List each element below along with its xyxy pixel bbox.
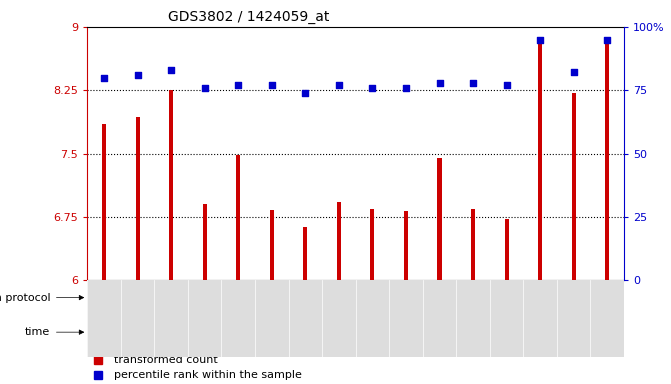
Bar	[389, 315, 490, 349]
Bar	[188, 315, 289, 349]
Text: percentile rank within the sample: percentile rank within the sample	[114, 370, 302, 381]
Bar	[102, 124, 106, 280]
Text: 8 days: 8 days	[320, 327, 358, 337]
Bar	[505, 220, 509, 280]
Bar	[523, 315, 624, 349]
Bar	[572, 93, 576, 280]
Point	[333, 82, 344, 88]
Bar	[490, 315, 523, 349]
Bar	[538, 40, 542, 280]
Bar	[437, 158, 442, 280]
Point	[501, 82, 512, 88]
Point	[233, 82, 244, 88]
Bar	[404, 211, 408, 280]
Text: transformed count: transformed count	[114, 355, 218, 365]
Point	[266, 82, 277, 88]
Point	[199, 84, 210, 91]
Point	[99, 74, 109, 81]
Bar	[236, 155, 240, 280]
Point	[401, 84, 411, 91]
Text: DMSO: DMSO	[286, 291, 325, 304]
Bar	[523, 280, 624, 315]
Point	[568, 70, 579, 76]
Text: control: control	[552, 291, 595, 304]
Text: 10 days: 10 days	[417, 327, 462, 337]
Text: 6 days: 6 days	[220, 327, 256, 337]
Text: n/a: n/a	[565, 327, 582, 337]
Point	[468, 79, 478, 86]
Point	[300, 90, 311, 96]
Bar	[605, 40, 609, 280]
Bar	[270, 210, 274, 280]
Bar	[203, 204, 207, 280]
Text: 12 days: 12 days	[484, 327, 529, 337]
Point	[434, 79, 445, 86]
Bar	[370, 209, 374, 280]
Bar	[87, 315, 188, 349]
Text: time: time	[25, 327, 50, 337]
Point	[166, 67, 176, 73]
Bar	[303, 227, 307, 280]
Text: growth protocol: growth protocol	[0, 293, 50, 303]
Bar	[337, 202, 341, 280]
Bar	[471, 209, 475, 280]
Text: GDS3802 / 1424059_at: GDS3802 / 1424059_at	[168, 10, 329, 25]
Bar	[169, 90, 173, 280]
Point	[535, 36, 546, 43]
Bar	[289, 315, 389, 349]
Text: 4 days: 4 days	[119, 327, 156, 337]
Bar	[87, 280, 523, 315]
Point	[367, 84, 378, 91]
Point	[602, 36, 613, 43]
Bar	[136, 117, 140, 280]
Point	[132, 72, 143, 78]
